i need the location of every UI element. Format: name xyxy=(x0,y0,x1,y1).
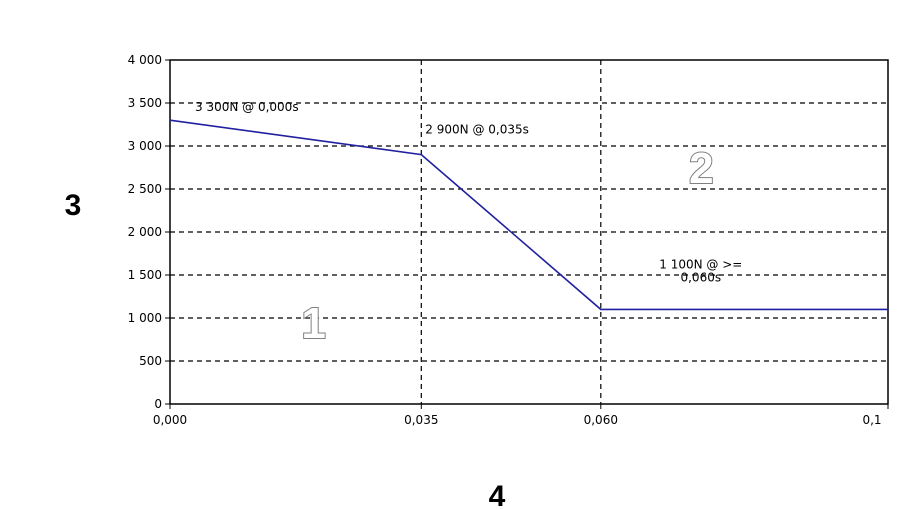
x-tick-label: 0,060 xyxy=(584,413,618,427)
y-tick-label: 3 000 xyxy=(128,139,162,153)
y-tick-label: 4 000 xyxy=(128,53,162,67)
data-point xyxy=(169,119,171,121)
point-annotation: 0,060s xyxy=(680,270,721,284)
point-annotation: 1 100N @ >= xyxy=(659,257,742,271)
annotations: 3 300N @ 0,000s 2 900N @ 0,035s 1 100N @ >… xyxy=(195,100,742,349)
series-line xyxy=(169,119,888,311)
x-tick-label: 0,1 xyxy=(862,413,881,427)
x-tick-label: 0,035 xyxy=(404,413,438,427)
data-point xyxy=(600,308,602,311)
y-tick-label: 1 000 xyxy=(128,311,162,325)
region-label: 1 xyxy=(301,299,325,348)
region-label: 2 xyxy=(689,144,713,193)
y-tick-label: 0 xyxy=(154,397,162,411)
x-axis-label: 4 xyxy=(489,480,506,509)
y-tick-label: 2 500 xyxy=(128,182,162,196)
y-tick-label: 2 000 xyxy=(128,225,162,239)
point-annotation: 2 900N @ 0,035s xyxy=(425,123,529,137)
data-point xyxy=(887,308,889,311)
y-tick-label: 500 xyxy=(139,354,162,368)
series xyxy=(169,119,889,311)
y-tick-label: 1 500 xyxy=(128,268,162,282)
data-point xyxy=(420,153,423,156)
point-annotation: 3 300N @ 0,000s xyxy=(195,100,299,114)
grid xyxy=(170,60,888,404)
axes: 0 500 1 000 1 500 2 000 2 500 3 000 3 500 4 000 0… xyxy=(128,53,889,427)
y-tick-label: 3 500 xyxy=(128,96,162,110)
x-tick-label: 0,000 xyxy=(153,413,187,427)
y-axis-label: 3 xyxy=(65,189,82,222)
